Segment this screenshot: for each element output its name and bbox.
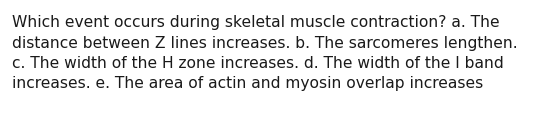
- Text: Which event occurs during skeletal muscle contraction? a. The
distance between Z: Which event occurs during skeletal muscl…: [12, 15, 518, 91]
